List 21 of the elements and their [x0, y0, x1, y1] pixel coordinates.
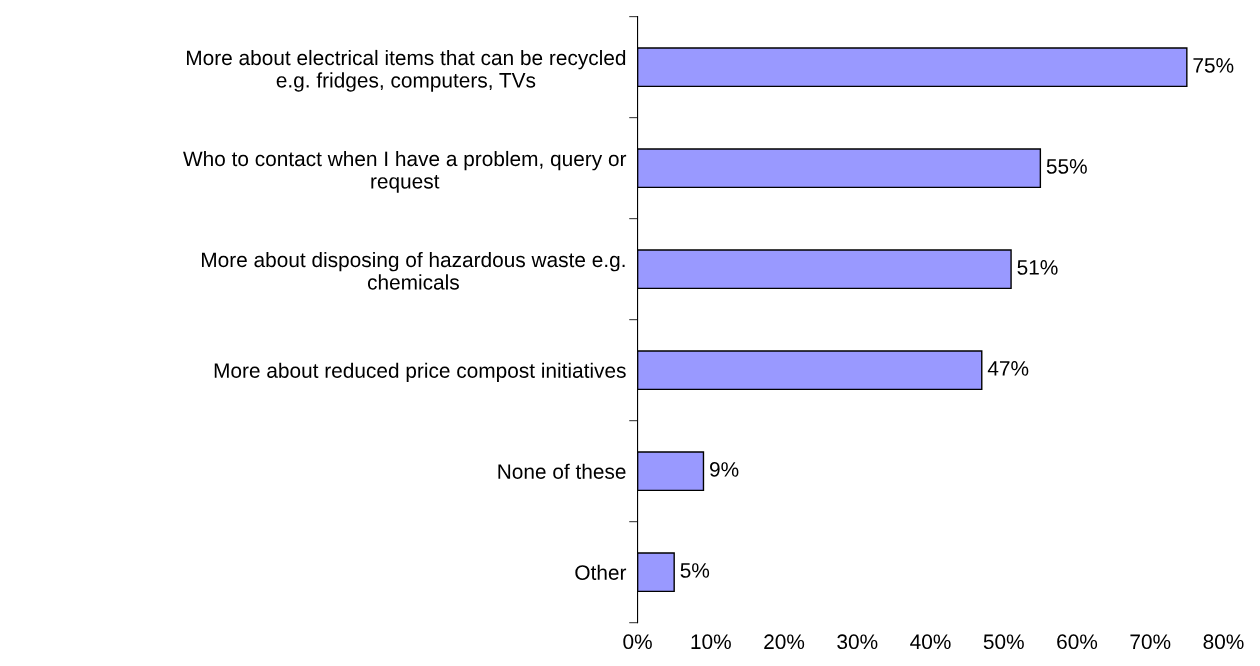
- data-label: 5%: [680, 563, 710, 578]
- x-tick-label: 40%: [910, 634, 951, 650]
- data-label: 47%: [987, 361, 1029, 376]
- data-label: 55%: [1046, 159, 1087, 174]
- y-tick-label: More about electrical items that can be recycled e.g. fridges, computers, TVs: [187, 49, 626, 92]
- x-tick-label: 30%: [837, 634, 878, 650]
- x-tick-label: 80%: [1203, 634, 1244, 650]
- data-label: 51%: [1017, 260, 1058, 275]
- x-tick-label: 70%: [1130, 634, 1171, 650]
- y-tick-label: Other: [575, 564, 627, 580]
- x-tick-label: 60%: [1057, 634, 1098, 650]
- data-label: 75%: [1193, 58, 1234, 73]
- x-tick-label: 0%: [623, 634, 652, 650]
- x-tick-label: 50%: [983, 634, 1024, 650]
- x-tick-label: 10%: [691, 634, 731, 650]
- y-tick-label: Who to contact when I have a problem, query or request: [183, 150, 627, 193]
- y-tick-label: None of these: [498, 463, 626, 479]
- x-tick-label: 20%: [764, 634, 805, 650]
- y-tick-label: More about disposing of hazardous waste e.g. chemicals: [202, 251, 625, 290]
- data-label: 9%: [710, 462, 739, 477]
- y-tick-label: More about reduced price compost initiatives: [214, 362, 626, 383]
